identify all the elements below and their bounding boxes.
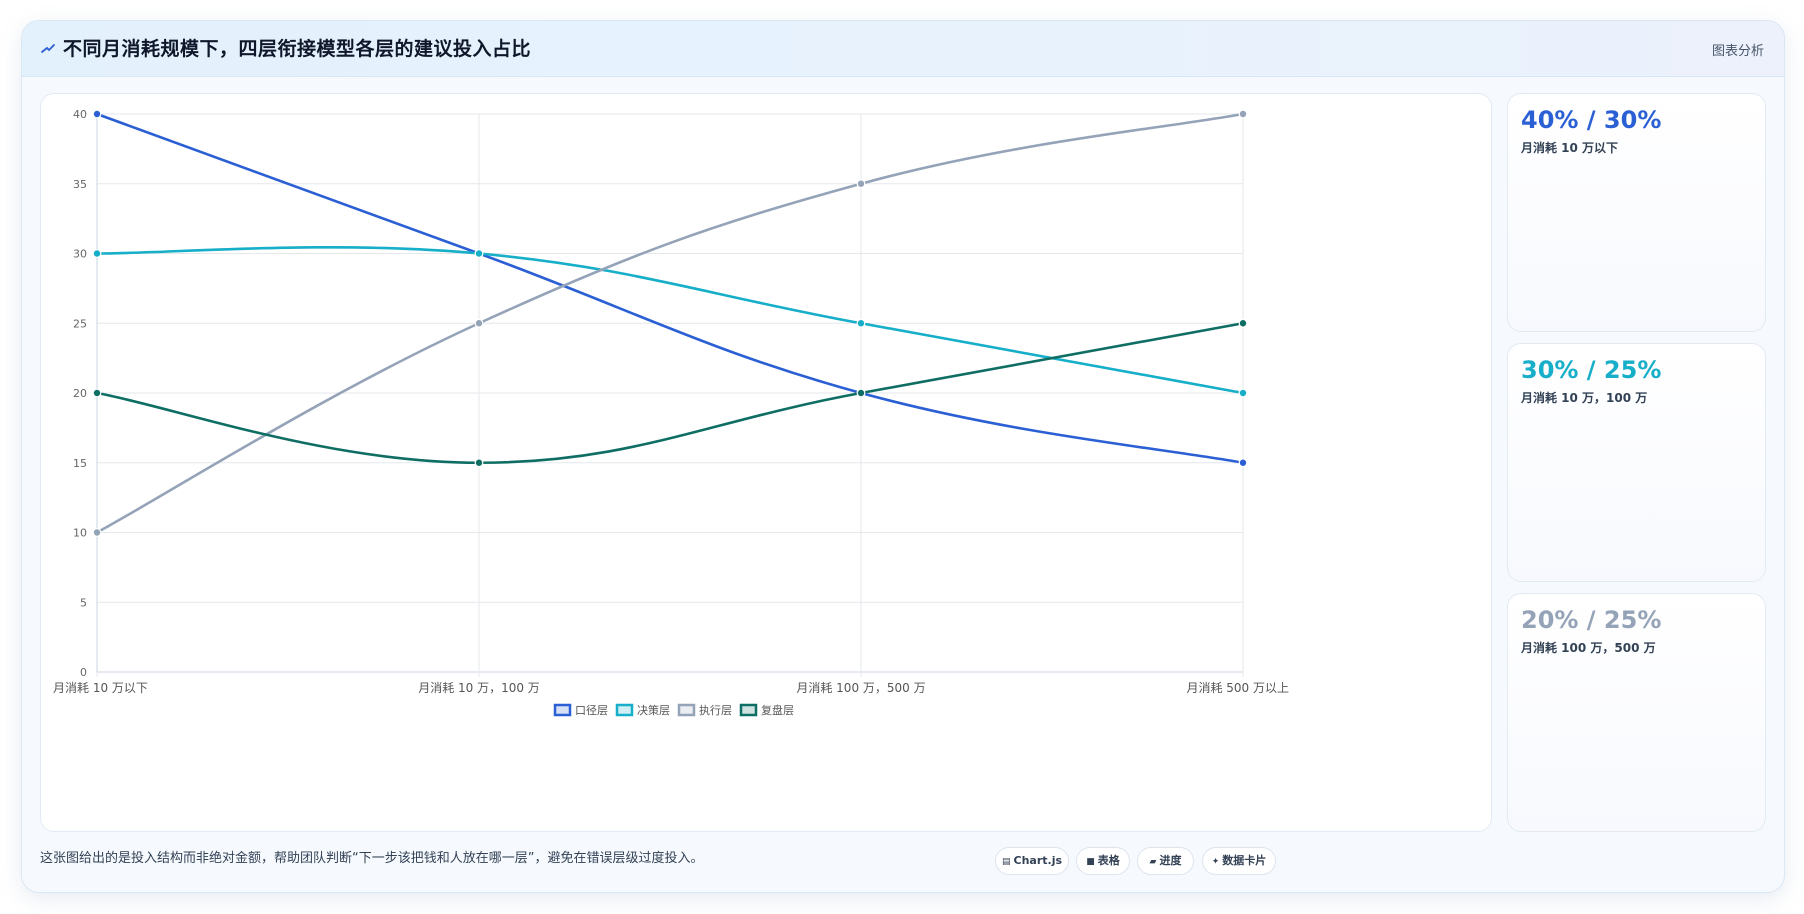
legend-swatch [553, 703, 572, 717]
series-line [96, 112, 1244, 534]
legend-label: 执行层 [699, 703, 732, 717]
data-point [1238, 318, 1248, 328]
data-point [92, 249, 102, 258]
stat-card: 40% / 30% 月消耗 10 万以下 [1507, 93, 1766, 332]
y-tick-label: 30 [73, 248, 87, 261]
series-line [96, 112, 1244, 465]
data-point [856, 388, 866, 398]
data-point [1238, 388, 1248, 398]
chart-card: 不同月消耗规模下，四层衔接模型各层的建议投入占比 图表分析 0 5 10 15 20 25… [21, 20, 1785, 893]
x-tick-label: 月消耗 10 万以下 [53, 681, 148, 695]
chart-icon: ▤ [1001, 857, 1011, 867]
legend-swatch [677, 703, 696, 717]
table-icon: ■ [1086, 857, 1095, 867]
data-point [856, 179, 866, 189]
pill-label: Chart.js [1013, 854, 1063, 867]
data-point [92, 109, 102, 119]
y-tick-label: 15 [73, 457, 87, 470]
stat-card: 30% / 25% 月消耗 10 万，100 万 [1507, 343, 1766, 582]
data-point [92, 388, 102, 398]
line-chart: 0 5 10 15 20 25 30 35 40 月消耗 10 万以下 月消耗 10 万，100 万… [53, 108, 1289, 717]
stat-label: 月消耗 10 万，100 万 [1521, 391, 1648, 405]
data-point [856, 318, 866, 328]
data-point [474, 458, 484, 468]
sparkle-icon: ✦ [1211, 857, 1220, 867]
y-tick-label: 40 [73, 108, 87, 121]
stat-value: 20% / 25% [1521, 606, 1662, 634]
trend-icon [41, 44, 55, 53]
pill-label: 进度 [1159, 854, 1182, 867]
data-point [92, 528, 102, 537]
y-tick-label: 5 [80, 596, 87, 609]
data-point [474, 249, 484, 258]
page-title: 不同月消耗规模下，四层衔接模型各层的建议投入占比 [63, 38, 532, 60]
legend-label: 口径层 [575, 704, 608, 717]
series-line [96, 246, 1244, 395]
progress-pill[interactable]: ▰ 进度 [1137, 847, 1194, 875]
legend-swatch [739, 703, 758, 717]
progress-icon: ▰ [1149, 857, 1157, 867]
stat-card: 20% / 25% 月消耗 100 万，500 万 [1507, 593, 1766, 832]
x-tick-label: 月消耗 10 万，100 万 [418, 681, 540, 695]
x-tick-label: 月消耗 100 万，500 万 [796, 681, 925, 695]
stat-value: 30% / 25% [1521, 356, 1662, 384]
y-tick-label: 20 [73, 387, 87, 400]
stat-label: 月消耗 100 万，500 万 [1521, 641, 1656, 655]
chart-analysis-button[interactable]: 图表分析 [1711, 44, 1764, 59]
data-point [1238, 458, 1248, 468]
table-pill[interactable]: ■ 表格 [1076, 847, 1130, 875]
chart-panel: 0 5 10 15 20 25 30 35 40 月消耗 10 万以下 月消耗 10 万，100 万… [40, 93, 1492, 832]
pill-label: 数据卡片 [1222, 854, 1267, 867]
pill-label: 表格 [1097, 854, 1120, 867]
y-tick-label: 0 [80, 666, 87, 679]
card-header: 不同月消耗规模下，四层衔接模型各层的建议投入占比 图表分析 [22, 21, 1784, 77]
legend-label: 决策层 [637, 703, 670, 717]
x-tick-label: 月消耗 500 万以上 [1186, 681, 1289, 695]
y-tick-label: 25 [73, 317, 87, 330]
data-point [1238, 109, 1248, 119]
legend-label: 复盘层 [761, 703, 794, 717]
stat-label: 月消耗 10 万以下 [1521, 141, 1619, 155]
chartjs-pill[interactable]: ▤ Chart.js [995, 847, 1069, 875]
legend-swatch [615, 703, 634, 717]
footer-note: 这张图给出的是投入结构而非绝对金额，帮助团队判断“下一步该把钱和人放在哪一层”，… [40, 851, 704, 866]
data-card-pill[interactable]: ✦ 数据卡片 [1202, 847, 1276, 875]
y-tick-label: 10 [73, 527, 87, 540]
series-line [96, 321, 1244, 465]
y-tick-label: 35 [73, 178, 87, 191]
stat-value: 40% / 30% [1521, 106, 1662, 134]
data-point [474, 318, 484, 328]
